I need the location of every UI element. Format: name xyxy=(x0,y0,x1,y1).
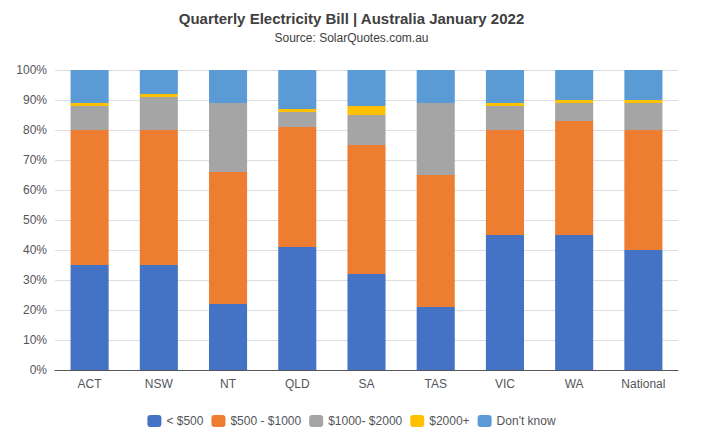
svg-text:90%: 90% xyxy=(23,93,47,107)
svg-text:40%: 40% xyxy=(23,243,47,257)
svg-text:WA: WA xyxy=(565,377,584,391)
svg-text:10%: 10% xyxy=(23,333,47,347)
svg-text:< $500: < $500 xyxy=(166,414,203,428)
svg-text:VIC: VIC xyxy=(495,377,515,391)
svg-text:ACT: ACT xyxy=(78,377,103,391)
svg-text:NSW: NSW xyxy=(145,377,174,391)
svg-text:30%: 30% xyxy=(23,273,47,287)
svg-text:100%: 100% xyxy=(16,63,47,77)
svg-text:TAS: TAS xyxy=(424,377,446,391)
svg-text:0%: 0% xyxy=(30,363,48,377)
svg-text:Don't know: Don't know xyxy=(497,414,556,428)
svg-text:SA: SA xyxy=(358,377,374,391)
svg-text:$500 - $1000: $500 - $1000 xyxy=(230,414,301,428)
svg-text:70%: 70% xyxy=(23,153,47,167)
svg-text:80%: 80% xyxy=(23,123,47,137)
svg-text:$2000+: $2000+ xyxy=(429,414,469,428)
svg-text:National: National xyxy=(621,377,665,391)
svg-text:NT: NT xyxy=(220,377,237,391)
svg-text:Source: SolarQuotes.com.au: Source: SolarQuotes.com.au xyxy=(274,31,428,45)
svg-text:60%: 60% xyxy=(23,183,47,197)
svg-text:QLD: QLD xyxy=(285,377,310,391)
svg-text:$1000- $2000: $1000- $2000 xyxy=(328,414,402,428)
svg-text:Quarterly Electricity Bill | A: Quarterly Electricity Bill | Australia J… xyxy=(179,10,524,27)
svg-text:50%: 50% xyxy=(23,213,47,227)
svg-text:20%: 20% xyxy=(23,303,47,317)
